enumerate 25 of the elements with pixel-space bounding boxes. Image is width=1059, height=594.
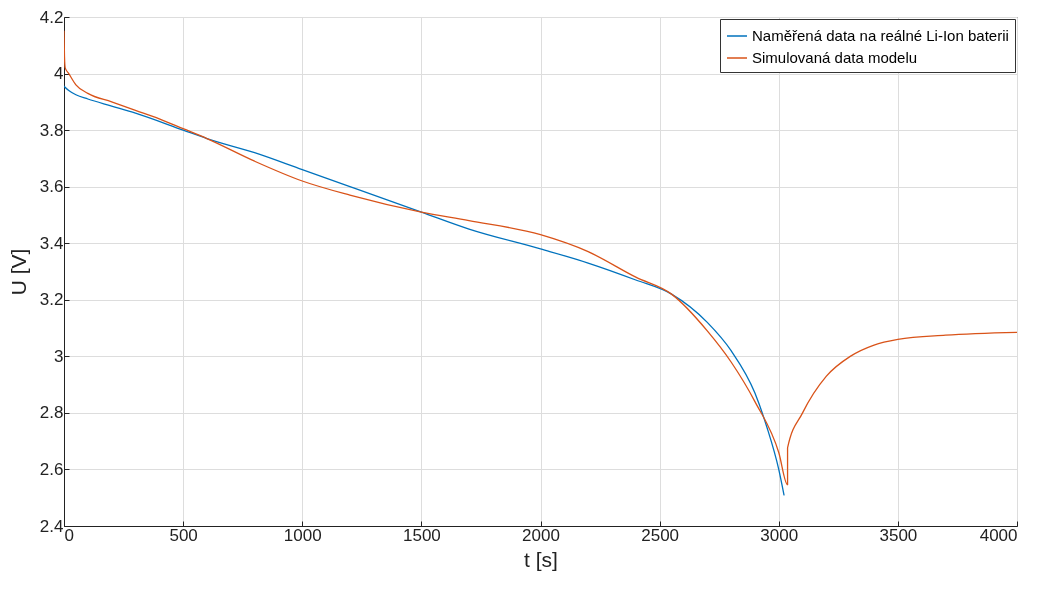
x-tick-label: 1500 <box>402 525 441 545</box>
legend-label: Naměřená data na reálné Li-Ion baterii <box>752 27 1009 44</box>
y-tick-label: 2.4 <box>39 516 64 536</box>
line-series <box>64 85 785 496</box>
y-tick-label: 4 <box>54 64 64 84</box>
line-series <box>64 30 1017 486</box>
y-tick-label: 2.8 <box>39 403 64 423</box>
y-tick-label: 3.6 <box>39 177 64 197</box>
x-tick-label: 4000 <box>979 525 1018 545</box>
x-tick-label: 0 <box>64 525 74 545</box>
x-tick-label: 3500 <box>879 525 918 545</box>
y-tick-label: 3.8 <box>39 120 64 140</box>
y-tick-label: 3.2 <box>39 290 64 310</box>
y-tick-label: 2.6 <box>39 459 64 479</box>
y-tick-label: 3 <box>54 346 64 366</box>
x-tick-label: 2500 <box>641 525 680 545</box>
x-tick-label: 500 <box>169 525 198 545</box>
y-axis-title: U [V] <box>6 248 30 296</box>
y-tick-label: 4.2 <box>39 7 64 27</box>
x-tick-label: 2000 <box>522 525 560 545</box>
x-tick-label: 3000 <box>760 525 799 545</box>
x-tick-label: 1000 <box>283 525 322 545</box>
legend-label: Simulovaná data modelu <box>752 49 918 66</box>
y-tick-label: 3.4 <box>39 233 64 253</box>
x-axis-title: t [s] <box>524 547 558 571</box>
